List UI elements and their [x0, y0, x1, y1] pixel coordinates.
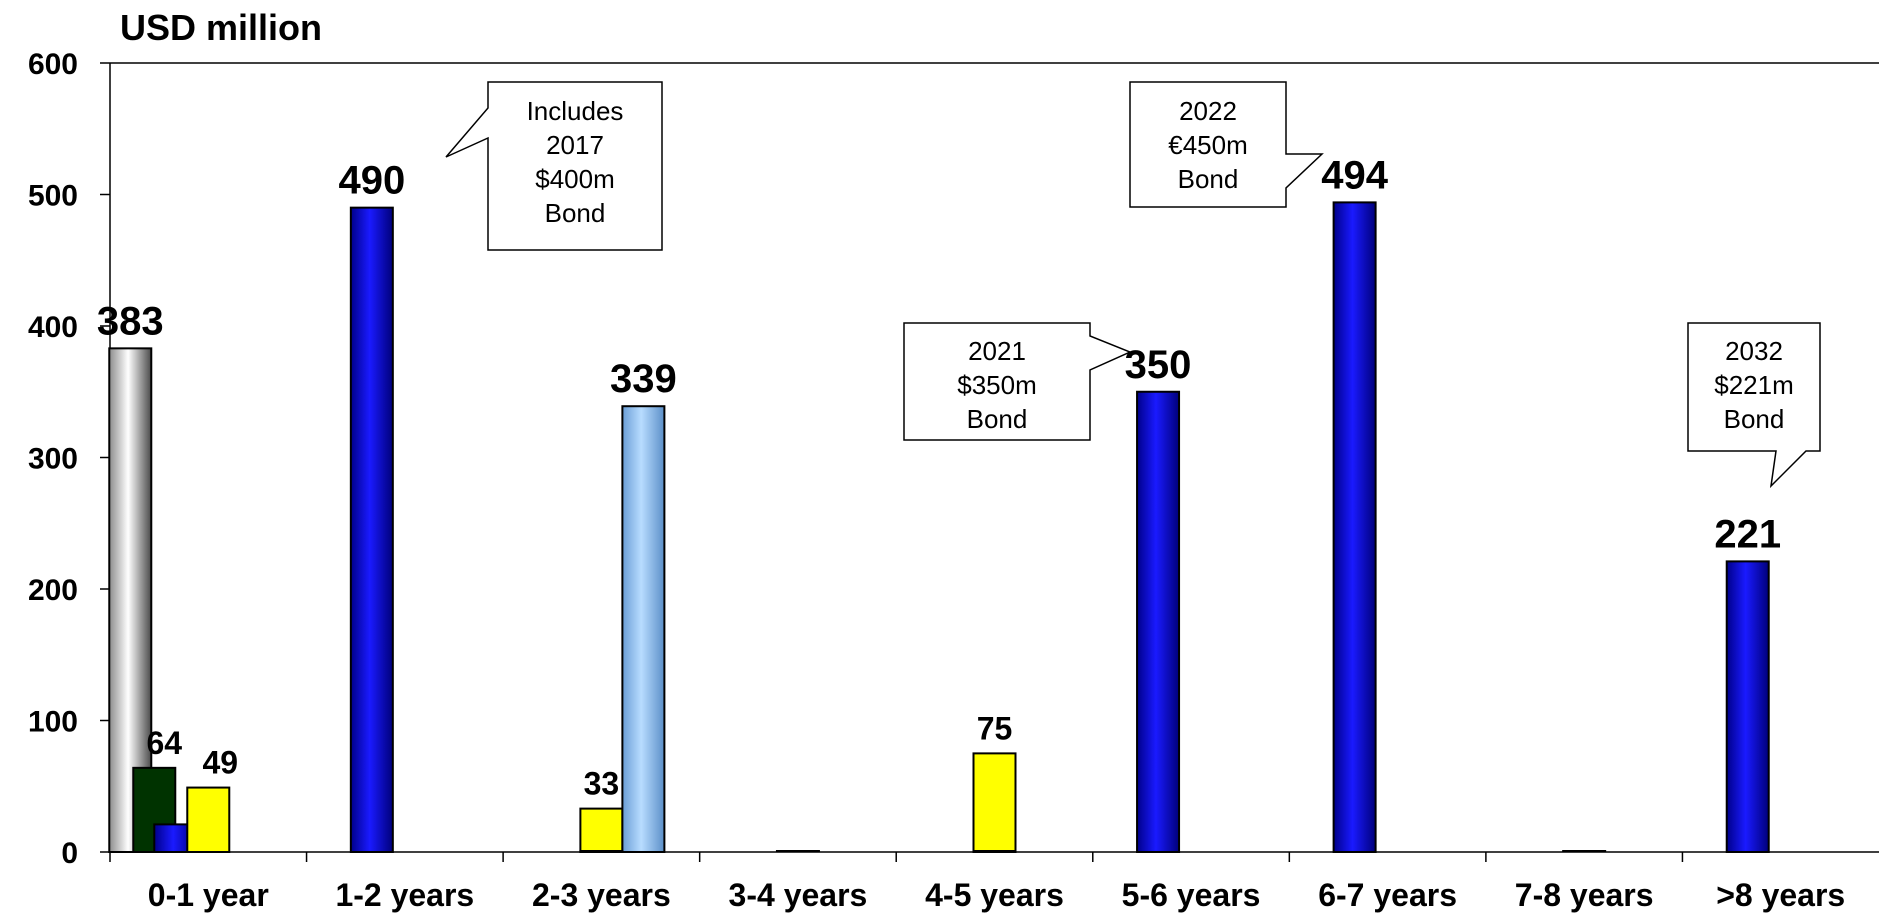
callout-box: Includes 2017 $400m Bond — [445, 81, 663, 251]
x-tick-label: 0-1 year — [148, 877, 269, 913]
x-tick-label: 2-3 years — [532, 877, 671, 913]
bar-yellow — [972, 752, 1017, 853]
y-axis-title: USD million — [120, 7, 322, 48]
data-label: 33 — [584, 766, 620, 802]
data-label: 490 — [338, 159, 405, 203]
callout-text-line: 2021 — [968, 336, 1026, 366]
data-label: 494 — [1321, 153, 1388, 197]
callout-text-line: Includes — [527, 96, 624, 126]
bar-blue — [1725, 560, 1770, 853]
x-tick-label: >8 years — [1716, 877, 1845, 913]
callout-text-line: Bond — [967, 404, 1028, 434]
y-tick-label: 100 — [28, 706, 78, 739]
data-label: 350 — [1125, 343, 1192, 387]
data-label: 75 — [977, 710, 1013, 746]
y-tick-label: 400 — [28, 311, 78, 344]
callout-text-line: 2022 — [1179, 96, 1237, 126]
x-tick-label: 6-7 years — [1318, 877, 1457, 913]
bar-lightblue — [621, 405, 666, 853]
callout-text-line: Bond — [545, 198, 606, 228]
y-tick-label: 500 — [28, 180, 78, 213]
x-tick-label: 1-2 years — [335, 877, 474, 913]
callout-text-line: Bond — [1178, 164, 1239, 194]
callouts: Includes 2017 $400m Bond 2022 €450m Bond 2021 $3… — [445, 81, 1821, 489]
callout-box: 2022 €450m Bond — [1129, 81, 1324, 208]
callout-text-line: 2017 — [546, 130, 604, 160]
data-label: 221 — [1714, 512, 1781, 556]
callout-text-line: Bond — [1724, 404, 1785, 434]
bars — [108, 201, 1770, 854]
y-tick-label: 200 — [28, 574, 78, 607]
bar-blue — [349, 206, 394, 853]
x-axis-ticks: 0-1 year 1-2 years 2-3 years 3-4 years 4-5 y… — [109, 852, 1845, 913]
callout-text-line: $400m — [535, 164, 615, 194]
data-label: 339 — [610, 357, 677, 401]
callout-box: 2021 $350m Bond — [903, 322, 1132, 441]
y-tick-label: 300 — [28, 443, 78, 476]
x-tick-label: 4-5 years — [925, 877, 1064, 913]
bar-blue — [1136, 390, 1181, 853]
data-labels: 383 64 49 490 33 339 75 350 494 221 — [97, 153, 1781, 801]
data-label: 49 — [202, 745, 238, 781]
callout-shape — [445, 81, 663, 251]
y-tick-label: 0 — [61, 837, 78, 870]
bar-yellow — [186, 786, 231, 853]
data-label: 64 — [146, 725, 182, 761]
callout-text-line: 2032 — [1725, 336, 1783, 366]
bar-yellow — [579, 807, 624, 853]
callout-text-line: €450m — [1168, 130, 1248, 160]
y-axis-ticks: 0 100 200 300 400 500 600 — [28, 48, 110, 870]
callout-shape — [1129, 81, 1324, 208]
callout-text-line: $350m — [957, 370, 1037, 400]
callout-box: 2032 $221m Bond — [1687, 322, 1821, 489]
data-label: 383 — [97, 299, 164, 343]
callout-text-line: $221m — [1714, 370, 1794, 400]
y-tick-label: 600 — [28, 48, 78, 81]
x-tick-label: 5-6 years — [1122, 877, 1261, 913]
callout-shape — [1687, 322, 1821, 489]
callout-shape — [903, 322, 1132, 441]
x-tick-label: 3-4 years — [729, 877, 868, 913]
x-tick-label: 7-8 years — [1515, 877, 1654, 913]
bar-blue — [1332, 201, 1377, 853]
